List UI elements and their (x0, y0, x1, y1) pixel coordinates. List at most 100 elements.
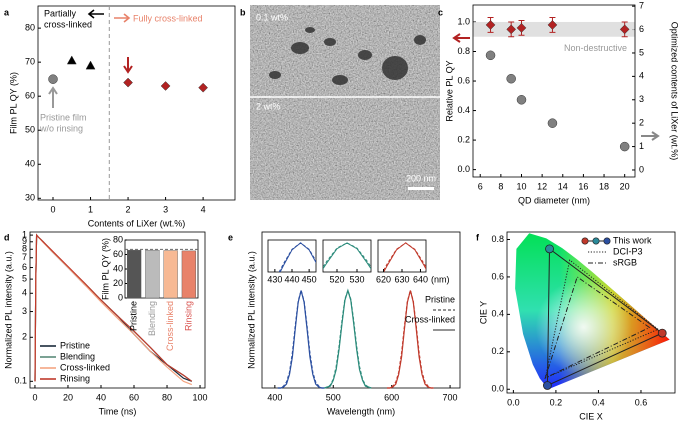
x-tick-label: 10 (516, 181, 526, 191)
marker (123, 77, 133, 88)
x-tick-label: 20 (620, 181, 630, 191)
y-tick-label: 0.2 (457, 134, 470, 144)
inset-y-tick-label: 40 (113, 263, 123, 273)
band-label: Non-destructive (564, 43, 627, 53)
marker (516, 23, 527, 33)
y-tick-label: 0.8 (457, 46, 470, 56)
line (324, 288, 372, 389)
annotation: w/o rinsing (39, 123, 83, 133)
x-tick-label: 100 (193, 392, 208, 402)
annotation: Partially (44, 8, 77, 18)
arrow (114, 13, 131, 23)
inset-frame (267, 239, 317, 273)
marker (160, 81, 171, 91)
marker (619, 141, 630, 152)
y-tick-label: 70 (25, 57, 35, 67)
y-tick-label: 8 (22, 244, 27, 254)
x-tick-label: 20 (63, 392, 73, 402)
inset-category-label: Rinsing (183, 301, 193, 331)
plot-frame (261, 231, 461, 389)
marker (48, 74, 58, 84)
line (387, 290, 434, 389)
inset-x-tick-label: 450 (302, 274, 317, 284)
y-tick-label: 4 (22, 288, 27, 298)
y-axis-label: Relative PL QY (444, 60, 454, 121)
inset-category-label: Blending (147, 301, 157, 336)
x-axis-label: Time (ns) (99, 406, 137, 416)
x-tick-label: 16 (578, 181, 588, 191)
x-axis-label: CIE X (579, 411, 603, 421)
x-tick-label: 3 (163, 204, 168, 214)
y-tick-label: 0.0 (491, 384, 504, 394)
panel-label: f (476, 232, 480, 242)
y-tick-label: 5 (22, 273, 27, 283)
line (277, 290, 325, 389)
x-tick-label: 6 (478, 181, 483, 191)
x-tick-label: 8 (498, 181, 503, 191)
legend-label: Pristine (425, 294, 455, 304)
y-tick-label: 80 (25, 22, 35, 32)
marker (657, 328, 667, 338)
inset-x-tick-label: 640 (413, 274, 428, 284)
spectral-locus (515, 233, 670, 389)
legend-label: Pristine (60, 340, 90, 350)
arrow (641, 131, 660, 141)
marker (485, 50, 496, 61)
inset-line (278, 242, 316, 272)
inset-x-tick-label: 430 (267, 274, 282, 284)
legend-label: sRGB (613, 257, 637, 267)
y-tick-label: 50 (25, 125, 35, 135)
x-tick-label: 0 (51, 204, 56, 214)
y-tick-label: 9 (22, 236, 27, 246)
legend-label: Rinsing (60, 373, 90, 383)
band (473, 21, 635, 37)
marker (547, 20, 558, 30)
marker (85, 60, 96, 70)
y2-tick-label: 5 (639, 47, 644, 57)
x-tick-label: 0.6 (635, 397, 648, 407)
x-tick-label: 18 (599, 181, 609, 191)
legend-label: This work (613, 235, 652, 245)
y-tick-label: 0.6 (457, 75, 470, 85)
y-tick-label: 0.2 (491, 346, 504, 356)
x-tick-label: 80 (162, 392, 172, 402)
marker (66, 55, 77, 65)
legend-label: Cross-linked (60, 362, 110, 372)
y2-axis-label: Optimized contents of LiXer (wt.%) (670, 22, 680, 161)
y2-tick-label: 0 (639, 164, 644, 174)
inset-x-tick-label: 620 (376, 274, 391, 284)
marker (506, 24, 517, 35)
y-tick-label: 60 (25, 91, 35, 101)
y2-tick-label: 3 (639, 94, 644, 104)
inset-bar (181, 250, 197, 299)
x-axis-label: Contents of LiXer (wt.%) (88, 218, 186, 228)
marker (547, 118, 558, 128)
x-axis-label: Wavelength (nm) (327, 406, 395, 416)
arrow (452, 33, 470, 43)
inset-line (323, 242, 371, 270)
y-tick-label: 7 (22, 252, 27, 262)
image-label: 0.1 wt% (256, 12, 288, 22)
plot-frame (37, 5, 236, 201)
inset-y-tick-label: 0 (118, 292, 123, 302)
y-axis-label: Film PL QY (%) (8, 72, 18, 134)
plot-frame (472, 4, 636, 178)
gamut-triangle (544, 276, 651, 379)
y-axis-label: Normalized PL intensity (a.u.) (3, 251, 13, 369)
scale-bar-label: 200 nm (406, 173, 436, 183)
line (387, 288, 434, 389)
x-tick-label: 12 (537, 181, 547, 191)
inset-x-tick-label: 440 (284, 274, 299, 284)
x-tick-label: 0.0 (507, 397, 520, 407)
x-tick-label: 40 (96, 392, 106, 402)
marker (545, 244, 554, 254)
x-tick-label: 60 (129, 392, 139, 402)
inset-bar (163, 250, 178, 299)
panel-label: d (4, 232, 10, 242)
x-tick-label: 2 (126, 204, 131, 214)
inset-x-tick-label: 520 (329, 274, 344, 284)
x-tick-label: 14 (558, 181, 568, 191)
x-tick-label: 1 (88, 204, 93, 214)
legend-marker (603, 237, 611, 245)
